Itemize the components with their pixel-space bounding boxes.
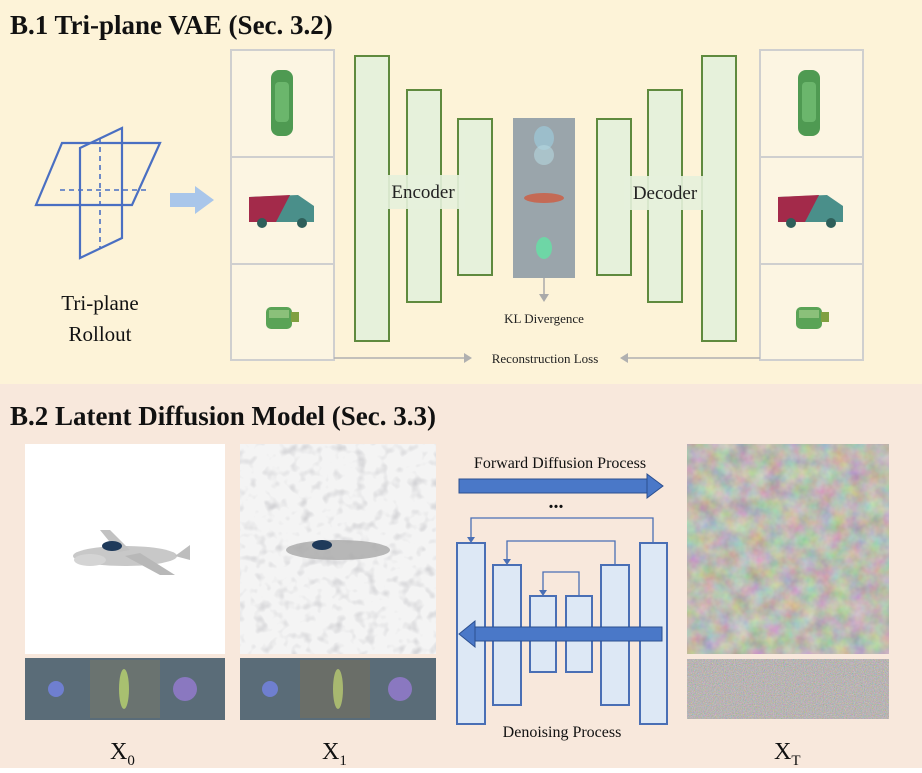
decoder-block-3 <box>701 55 737 342</box>
kl-arrow-head <box>539 294 549 302</box>
x0-label-base: X <box>110 739 127 765</box>
x1-label-subscript: 1 <box>339 753 347 768</box>
output-triplane-stack <box>759 49 864 361</box>
car-front-view <box>266 307 299 329</box>
x1-label-base: X <box>322 739 339 765</box>
unet-skip-connections <box>470 517 654 596</box>
xt-render <box>687 444 889 654</box>
recon-arrow-head-right <box>620 353 628 363</box>
xt-triplane <box>687 659 889 719</box>
x1-label: X1 <box>322 739 347 768</box>
section2-heading: B.2 Latent Diffusion Model (Sec. 3.3) <box>10 401 436 431</box>
denoising-process-label: Denoising Process <box>503 724 622 741</box>
ellipsis: ... <box>549 491 564 513</box>
triplane-icon <box>34 126 162 260</box>
decoder-label: Decoder <box>633 183 698 204</box>
encoder-label-bg <box>383 175 465 209</box>
x0-triplane <box>25 658 225 720</box>
recon-arrow-head-left <box>464 353 472 363</box>
reconstruction-loss-label: Reconstruction Loss <box>492 351 599 366</box>
section1-heading: B.1 Tri-plane VAE (Sec. 3.2) <box>10 10 333 40</box>
xt-label: XT <box>774 739 801 768</box>
x0-label: X0 <box>110 739 135 768</box>
van-side-view-recon <box>778 195 843 228</box>
van-side-view <box>249 195 314 228</box>
rollout-label-line2: Rollout <box>68 322 131 346</box>
x0-label-subscript: 0 <box>127 753 135 768</box>
latent-map <box>513 118 575 278</box>
kl-divergence-label: KL Divergence <box>504 311 584 326</box>
forward-diffusion-arrow <box>458 473 664 499</box>
car-top-view-recon <box>798 70 820 136</box>
car-top-view <box>271 70 293 136</box>
input-triplane-stack <box>230 49 335 361</box>
encoder-label: Encoder <box>391 182 455 203</box>
decoder-label-bg <box>624 176 708 210</box>
denoising-arrow <box>458 619 663 649</box>
input-arrow <box>170 186 214 214</box>
x0-render <box>25 444 225 654</box>
rollout-label-line1: Tri-plane <box>61 291 138 315</box>
xt-label-base: X <box>774 739 791 765</box>
x1-render <box>240 444 436 654</box>
forward-diffusion-label: Forward Diffusion Process <box>474 455 646 472</box>
xt-label-subscript: T <box>791 753 800 768</box>
x1-triplane <box>240 658 436 720</box>
car-front-view-recon <box>796 307 829 329</box>
